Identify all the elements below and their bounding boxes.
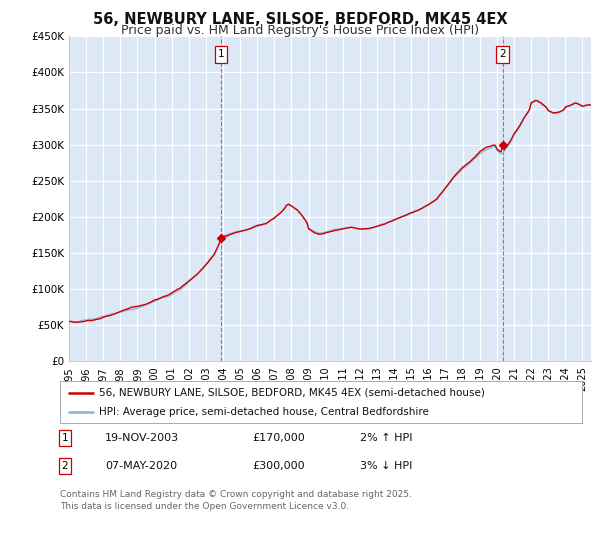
Text: Contains HM Land Registry data © Crown copyright and database right 2025.
This d: Contains HM Land Registry data © Crown c… [60,490,412,511]
Text: £300,000: £300,000 [252,461,305,471]
Text: 1: 1 [218,49,224,59]
Text: 2% ↑ HPI: 2% ↑ HPI [360,433,413,443]
Text: 2: 2 [500,49,506,59]
Text: 07-MAY-2020: 07-MAY-2020 [105,461,177,471]
Text: 2: 2 [61,461,68,471]
Text: 19-NOV-2003: 19-NOV-2003 [105,433,179,443]
Text: 3% ↓ HPI: 3% ↓ HPI [360,461,412,471]
Text: 56, NEWBURY LANE, SILSOE, BEDFORD, MK45 4EX: 56, NEWBURY LANE, SILSOE, BEDFORD, MK45 … [92,12,508,27]
Text: 1: 1 [61,433,68,443]
Text: HPI: Average price, semi-detached house, Central Bedfordshire: HPI: Average price, semi-detached house,… [99,407,429,417]
Text: Price paid vs. HM Land Registry's House Price Index (HPI): Price paid vs. HM Land Registry's House … [121,24,479,36]
Text: 56, NEWBURY LANE, SILSOE, BEDFORD, MK45 4EX (semi-detached house): 56, NEWBURY LANE, SILSOE, BEDFORD, MK45 … [99,388,485,398]
Text: £170,000: £170,000 [252,433,305,443]
